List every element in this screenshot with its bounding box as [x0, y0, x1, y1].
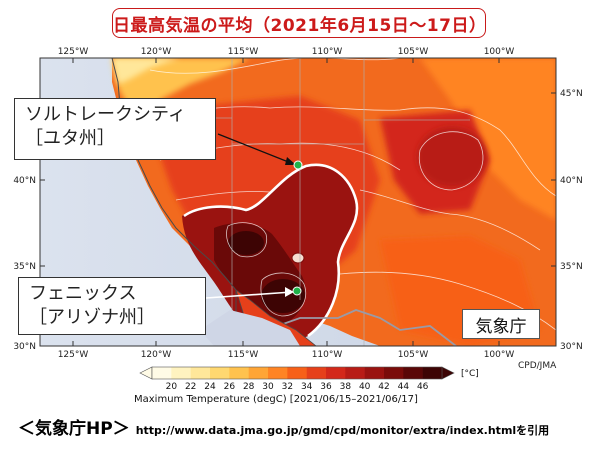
phoenix-name: フェニックス — [29, 283, 137, 304]
colorbar-tick-label: 32 — [282, 382, 293, 392]
lon-label: 125°W — [58, 47, 89, 57]
colorbar-tick-label: 30 — [262, 382, 274, 392]
lon-label: 100°W — [484, 47, 515, 57]
page-title: 日最高気温の平均（2021年6月15日～17日） — [113, 15, 487, 36]
lat-label: 40°N — [560, 176, 583, 186]
colorbar-tick-label: 40 — [359, 382, 371, 392]
colorbar-segment — [422, 367, 443, 379]
lat-label: 35°N — [560, 262, 583, 272]
salt-lake-city-state: ［ユタ州］ — [25, 128, 115, 149]
colorbar-tick-label: 20 — [166, 382, 178, 392]
salt-lake-city-marker — [293, 160, 303, 170]
colorbar-unit: [°C] — [461, 369, 479, 379]
phoenix-marker — [292, 286, 302, 296]
lon-label: 120°W — [141, 47, 172, 57]
state-borders — [160, 58, 470, 346]
lon-label: 110°W — [312, 350, 343, 360]
colorbar-segment — [326, 367, 346, 379]
lon-label: 115°W — [228, 350, 259, 360]
lon-label: 110°W — [312, 47, 343, 57]
title-banner: 日最高気温の平均（2021年6月15日～17日） — [112, 8, 486, 38]
salt-lake-pointer — [217, 133, 297, 166]
lon-label: 105°W — [398, 47, 429, 57]
lat-label: 30°N — [13, 342, 36, 352]
lat-label: 30°N — [560, 342, 583, 352]
lon-labels-top: 125°W 120°W 115°W 110°W 105°W 100°W — [58, 47, 515, 57]
colorbar-low-arrow — [139, 366, 153, 380]
lon-label: 120°W — [141, 350, 172, 360]
contour-lines — [139, 58, 556, 331]
colorbar-tick-label: 28 — [243, 382, 255, 392]
colorbar-segment — [403, 367, 423, 379]
colorbar-tick-label: 46 — [417, 382, 429, 392]
contour-40c — [183, 163, 359, 338]
colorbar-segment — [306, 367, 327, 379]
source-url: http://www.data.jma.go.jp/gmd/cpd/monito… — [135, 424, 550, 437]
colorbar-segment — [171, 367, 191, 379]
salt-lake-city-callout: ソルトレークシティ ［ユタ州］ — [14, 98, 216, 160]
lon-label: 125°W — [58, 350, 89, 360]
lat-label: 35°N — [13, 262, 36, 272]
colorbar-tick-label: 36 — [320, 382, 332, 392]
colorbar-tick-label: 44 — [398, 382, 410, 392]
phoenix-callout: フェニックス ［アリゾナ州］ — [18, 277, 206, 335]
colorbar-tick-label: 22 — [185, 382, 196, 392]
colorbar-high-arrow — [441, 366, 455, 380]
colorbar-caption: Maximum Temperature (degC) [2021/06/15–2… — [134, 394, 418, 405]
lon-labels-bottom: 125°W 120°W 115°W 110°W 105°W 100°W — [58, 350, 515, 360]
colorbar-segment — [190, 367, 211, 379]
map-frame — [39, 57, 557, 347]
source-credit: ＜気象庁HP＞ http://www.data.jma.go.jp/gmd/cp… — [18, 414, 593, 439]
colorbar-tick-label: 42 — [378, 382, 389, 392]
credit-label: CPD/JMA — [518, 361, 557, 371]
tick-marks — [40, 58, 556, 346]
colorbar-segment — [384, 367, 404, 379]
lat-label: 40°N — [13, 176, 36, 186]
lat-labels-right: 45°N 40°N 35°N 30°N — [560, 89, 583, 352]
lat-label: 45°N — [560, 89, 583, 99]
source-label: ＜気象庁HP＞ — [18, 419, 130, 439]
colorbar: 20 22 24 26 28 30 32 34 36 38 40 42 44 46 — [139, 366, 455, 392]
lat-labels-left: 40°N 35°N 30°N — [13, 176, 36, 352]
east-zone — [420, 58, 556, 220]
colorbar-tick-label: 26 — [224, 382, 236, 392]
phoenix-pointer — [205, 291, 293, 299]
colorbar-segment — [345, 367, 365, 379]
colorbar-tick-label: 34 — [301, 382, 313, 392]
colorbar-segment — [248, 367, 269, 379]
agency-label: 気象庁 — [462, 309, 540, 339]
lon-label: 115°W — [228, 47, 259, 57]
colorbar-tick-label: 24 — [204, 382, 216, 392]
colorbar-segment — [364, 367, 385, 379]
lon-label: 105°W — [398, 350, 429, 360]
lon-label: 100°W — [484, 350, 515, 360]
colorbar-tick-label: 38 — [340, 382, 352, 392]
phoenix-state: ［アリゾナ州］ — [29, 307, 155, 328]
colorbar-segment — [229, 367, 249, 379]
colorbar-segment — [152, 367, 172, 379]
colorbar-frame — [151, 366, 443, 380]
colorbar-segment — [287, 367, 307, 379]
colorbar-segment — [268, 367, 288, 379]
salt-lake-city-name: ソルトレークシティ — [25, 104, 186, 125]
colorbar-segment — [210, 367, 230, 379]
